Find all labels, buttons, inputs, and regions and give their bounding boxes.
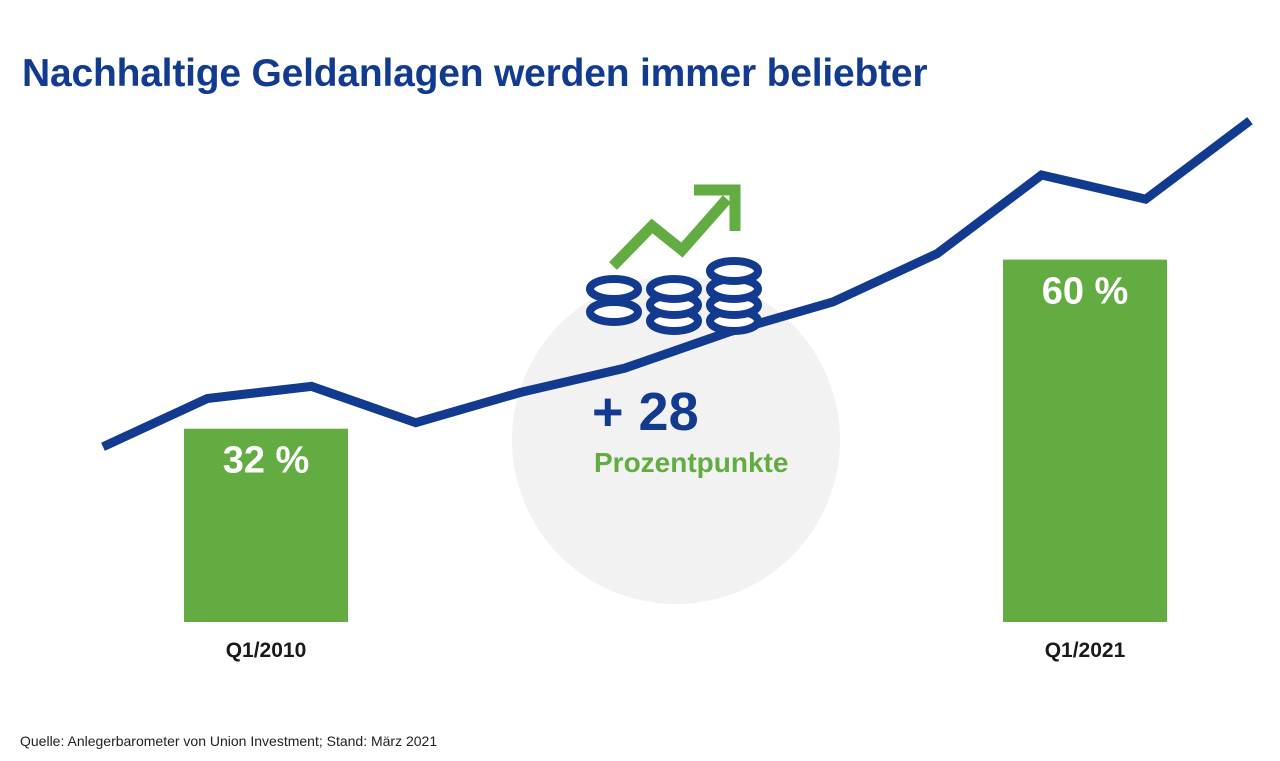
x-tick-label: Q1/2010	[226, 639, 307, 662]
delta-value: + 28	[592, 382, 699, 442]
highlight-background	[512, 276, 840, 604]
coin-icon	[706, 257, 762, 285]
bar-layer: 32 % Q1/2010 60 % Q1/2021	[184, 259, 1167, 662]
coin-icon	[586, 298, 642, 326]
coin-icon	[586, 275, 642, 303]
bar-q1-2021	[1003, 259, 1167, 622]
coin-stack-icon	[586, 257, 762, 335]
highlight-circle	[512, 276, 840, 604]
coins-growth-arrow-icon	[586, 184, 762, 335]
bar-value-label: 32 %	[223, 440, 310, 482]
growth-arrow-icon	[609, 184, 741, 270]
trend-line	[101, 117, 1253, 451]
source-note: Quelle: Anlegerbarometer von Union Inves…	[20, 733, 438, 749]
x-tick-label: Q1/2021	[1045, 639, 1126, 662]
chart-title: Nachhaltige Geldanlagen werden immer bel…	[22, 52, 928, 95]
coin-icon	[646, 275, 702, 303]
trend-line-layer	[101, 117, 1253, 451]
delta-unit: Prozentpunkte	[594, 447, 788, 478]
bar-value-label: 60 %	[1042, 271, 1129, 313]
bar-q1-2010	[184, 428, 348, 622]
